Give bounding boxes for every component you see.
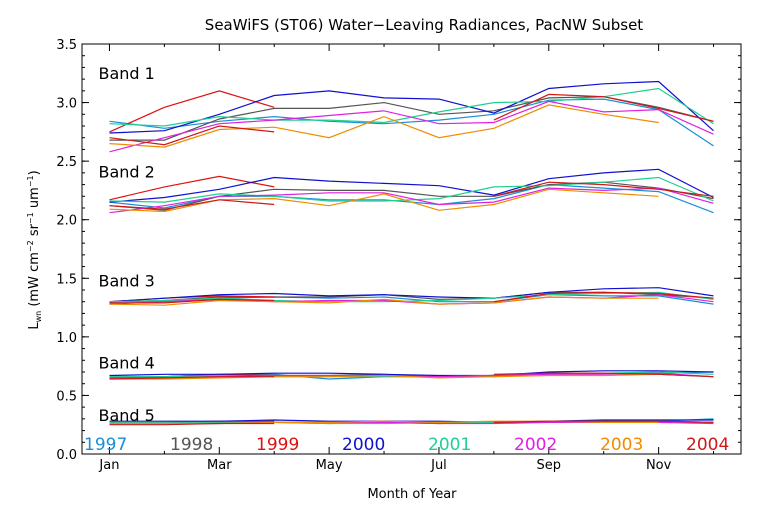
chart-title: SeaWiFS (ST06) Water−Leaving Radiances, … xyxy=(205,16,643,34)
band-label-4: Band 4 xyxy=(98,353,154,372)
y-axis-label: Lwn (mW cm−2 sr−1 um−1) xyxy=(26,170,43,329)
series-1998-band-2-line xyxy=(109,181,714,211)
band-label-3: Band 3 xyxy=(98,271,154,290)
band-label-5: Band 5 xyxy=(98,406,154,425)
series-2002-band-1-line xyxy=(109,100,714,153)
series-2003-band-2-line xyxy=(109,188,659,213)
y-tick-label-6: 3.0 xyxy=(56,97,77,112)
x-tick-label-4: Sep xyxy=(537,458,562,473)
legend-entry-2000: 2000 xyxy=(342,435,385,455)
legend-entry-1998: 1998 xyxy=(170,435,213,455)
series-2004-band-4-line xyxy=(109,376,275,380)
series-2001-band-3-line xyxy=(109,291,714,303)
legend-entry-2002: 2002 xyxy=(514,435,557,455)
series-2004-band-4-line xyxy=(493,372,714,378)
series-2000-band-2-line xyxy=(109,168,714,203)
band-label-1: Band 1 xyxy=(98,64,154,83)
series-2004-band-5-line xyxy=(493,420,714,423)
series-1997-band-1-line xyxy=(109,98,714,147)
series-2003-band-4-line xyxy=(109,373,659,380)
series-2001-band-1-line xyxy=(109,87,714,127)
y-tick-label-5: 2.5 xyxy=(56,155,77,170)
series-2004-band-2-line xyxy=(109,199,275,210)
x-tick-label-3: Jul xyxy=(430,458,447,473)
band-label-2: Band 2 xyxy=(98,163,154,182)
series-1999-band-1-line xyxy=(109,90,275,133)
series-2004-band-3-line xyxy=(493,291,714,303)
series-2000-band-3-line xyxy=(109,287,714,303)
series-2003-band-3-line xyxy=(109,296,659,306)
series-2004-band-1-line xyxy=(493,93,714,122)
x-tick-label-1: Mar xyxy=(207,458,232,473)
x-axis-label: Month of Year xyxy=(367,487,457,502)
series-2004-band-1-line xyxy=(109,125,275,146)
y-tick-label-3: 1.5 xyxy=(56,272,77,287)
plot-area: 0.0 0.5 1.0 1.5 2.0 2.5 3.0 3.5 Jan Mar May Jul Sep N… xyxy=(56,38,742,473)
series-1999-band-2-line xyxy=(109,175,275,201)
y-tick-label-7: 3.5 xyxy=(56,38,77,53)
legend-entry-1997: 1997 xyxy=(84,435,127,455)
y-tick-label-1: 0.5 xyxy=(56,389,77,404)
series-2002-band-2-line xyxy=(109,187,714,214)
x-tick-label-2: May xyxy=(316,458,343,473)
series-2000-band-4-line xyxy=(109,370,714,377)
legend-entry-2004: 2004 xyxy=(686,435,729,455)
x-tick-label-5: Nov xyxy=(646,458,672,473)
legend-entry-2003: 2003 xyxy=(600,435,643,455)
series-2004-band-5-line xyxy=(109,422,275,426)
series-2001-band-2-line xyxy=(109,176,714,203)
series-2004-band-2-line xyxy=(493,181,714,197)
legend-entry-1999: 1999 xyxy=(256,435,299,455)
y-tick-label-2: 1.0 xyxy=(56,331,77,346)
plot-frame xyxy=(81,43,742,455)
series-2003-band-1-line xyxy=(109,104,659,148)
legend-entry-2001: 2001 xyxy=(428,435,471,455)
series-2004-band-3-line xyxy=(109,298,275,304)
y-tick-label-0: 0.0 xyxy=(56,448,77,463)
series-2000-band-1-line xyxy=(109,80,714,134)
x-tick-label-0: Jan xyxy=(98,458,119,473)
y-tick-label-4: 2.0 xyxy=(56,214,77,229)
